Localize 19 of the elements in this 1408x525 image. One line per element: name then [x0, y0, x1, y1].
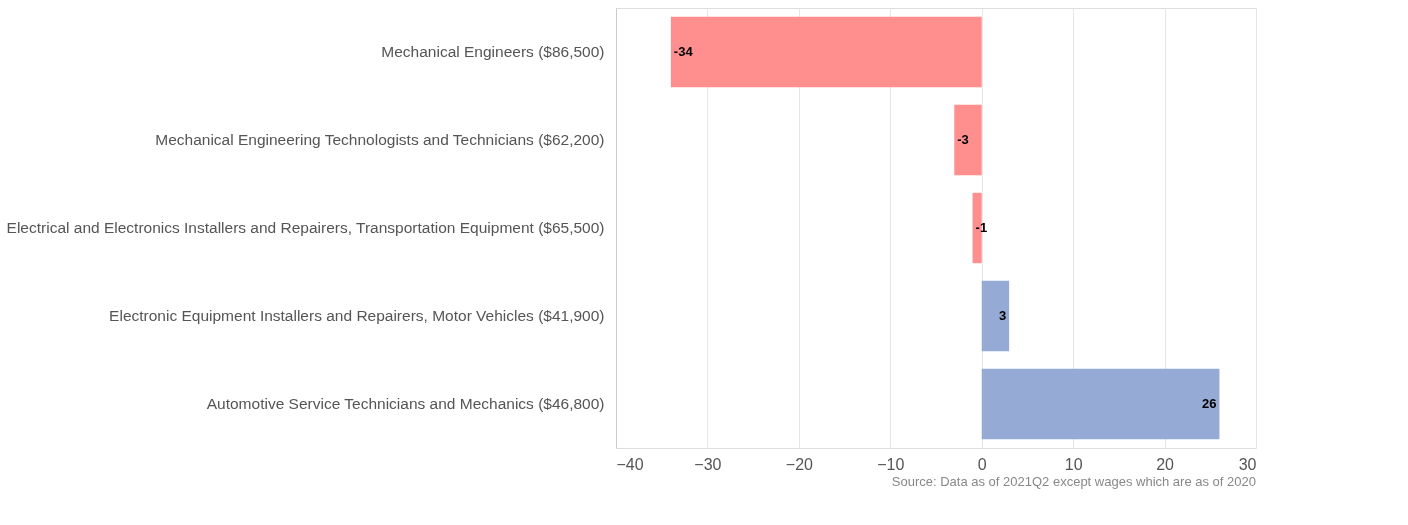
data-label: -3 — [957, 132, 969, 147]
y-tick-label: Electronic Equipment Installers and Repairers, Motor Vehicles ($41,900) — [109, 307, 605, 324]
data-label: 3 — [998, 308, 1007, 323]
y-tick-label: Mechanical Engineering Technologists and Technicians ($62,200) — [155, 131, 605, 148]
x-tick-label: −40 — [616, 455, 644, 473]
data-label: -34 — [673, 44, 694, 59]
x-tick-label: −10 — [877, 455, 905, 473]
x-tick-label: 30 — [1238, 455, 1257, 473]
x-tick-label: −20 — [785, 455, 814, 473]
x-tick-label: 20 — [1156, 455, 1175, 473]
data-label: -1 — [975, 220, 988, 235]
x-tick-label: 10 — [1064, 455, 1083, 473]
y-tick-label: Automotive Service Technicians and Mechanics ($46,800) — [206, 395, 605, 412]
x-tick-label: −30 — [694, 455, 722, 473]
data-label: 26 — [1201, 396, 1217, 411]
source-note: Source: Data as of 2021Q2 except wages which are as of 2020 — [891, 474, 1256, 489]
x-tick-label: 0 — [977, 455, 987, 473]
y-tick-label: Electrical and Electronics Installers and Repairers, Transportation Equipment ($65,500) — [6, 219, 605, 236]
y-tick-label: Mechanical Engineers ($86,500) — [381, 43, 605, 60]
